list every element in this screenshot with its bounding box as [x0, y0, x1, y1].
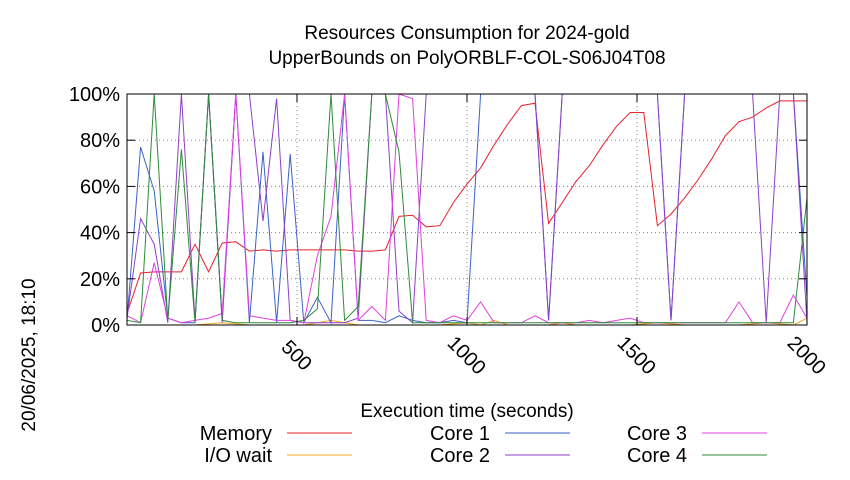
y-tick-label: 100% — [69, 84, 120, 106]
legend-label-memory: Memory — [200, 423, 272, 445]
legend-label-core-2: Core 2 — [430, 445, 490, 467]
series-line-core-3 — [126, 93, 808, 324]
legend-label-core-3: Core 3 — [627, 423, 687, 445]
legend-label-core-1: Core 1 — [430, 423, 490, 445]
timestamp-label: 20/06/2025, 18:10 — [19, 278, 40, 431]
x-tick-label: 500 — [277, 336, 316, 375]
x-tick-label: 2000 — [783, 332, 830, 379]
y-tick-label: 60% — [80, 176, 120, 198]
x-tick-label: 1000 — [443, 332, 490, 379]
series-line-memory — [126, 100, 807, 314]
y-tick-label: 0% — [91, 315, 120, 337]
legend-label-core-4: Core 4 — [627, 445, 687, 467]
x-axis-label: Execution time (seconds) — [360, 401, 573, 422]
y-tick-label: 40% — [80, 223, 120, 245]
grid-lines — [127, 94, 807, 325]
chart-title-line-1: Resources Consumption for 2024-gold — [304, 23, 629, 44]
y-tick-label: 80% — [80, 130, 120, 152]
legend-label-i-o-wait: I/O wait — [204, 445, 272, 467]
x-tick-label: 1500 — [613, 332, 660, 379]
chart-title-line-2: UpperBounds on PolyORBLF-COL-S06J04T08 — [268, 48, 665, 69]
y-tick-label: 20% — [80, 269, 120, 291]
